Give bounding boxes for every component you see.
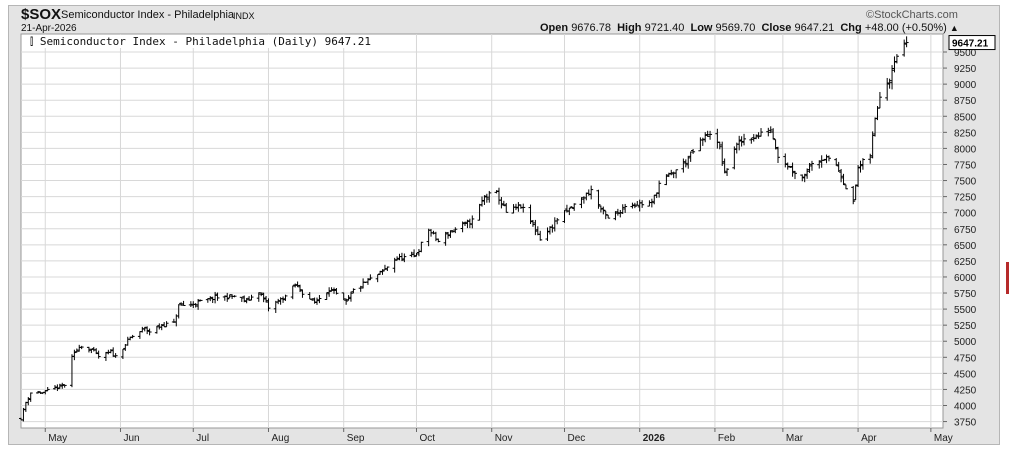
chart-exchange: INDX — [233, 11, 255, 21]
y-tick-label: 7000 — [954, 209, 977, 220]
close-value: 9647.21 — [794, 22, 835, 34]
y-tick-label: 5750 — [954, 289, 977, 300]
y-tick-label: 3750 — [954, 418, 977, 429]
high-value: 9721.40 — [644, 22, 685, 34]
chg-up-arrow-icon: ▲ — [949, 23, 959, 33]
x-tick-label: Dec — [567, 433, 585, 444]
x-tick-label: Sep — [347, 433, 365, 444]
y-tick-label: 5500 — [954, 305, 977, 316]
y-tick-label: 7750 — [954, 160, 977, 171]
close-label: Close — [761, 22, 792, 34]
last-price-box — [948, 35, 996, 51]
y-tick-label: 9500 — [954, 48, 977, 59]
low-label: Low — [690, 22, 713, 34]
high-label: High — [617, 22, 642, 34]
chg-label: Chg — [840, 22, 862, 34]
open-value: 9676.78 — [571, 22, 611, 34]
chart-name: Semiconductor Index - Philadelphia — [61, 9, 235, 21]
ohlc-readout: Open 9676.78 High 9721.40 Low 9569.70 Cl… — [540, 22, 959, 34]
y-tick-label: 6500 — [954, 241, 977, 252]
plot-area — [20, 33, 944, 429]
x-tick-label: Jul — [196, 433, 209, 444]
x-tick-label: 2026 — [643, 433, 666, 444]
chg-value: +48.00 (+0.50%) — [864, 22, 947, 34]
y-tick-label: 5250 — [954, 321, 977, 332]
x-tick-label: Aug — [271, 433, 289, 444]
y-tick-label: 7250 — [954, 193, 977, 204]
x-tick-label: Apr — [861, 433, 877, 444]
brand-logo[interactable]: ©StockCharts.com — [866, 9, 958, 21]
y-tick-label: 8250 — [954, 128, 977, 139]
chart-symbol: $SOX — [21, 6, 62, 23]
y-tick-label: 6250 — [954, 257, 977, 268]
y-tick-label: 4000 — [954, 402, 977, 413]
plot-legend: ⫿ Semiconductor Index - Philadelphia (Da… — [28, 35, 373, 48]
plot-legend-text: Semiconductor Index - Philadelphia (Dail… — [39, 35, 371, 48]
y-tick-label: 8500 — [954, 112, 977, 123]
y-tick-label: 7500 — [954, 177, 977, 188]
x-tick-label: Nov — [495, 433, 513, 444]
y-tick-label: 8750 — [954, 96, 977, 107]
x-tick-label: May — [48, 433, 67, 444]
x-tick-label: Jun — [123, 433, 139, 444]
y-tick-label: 6000 — [954, 273, 977, 284]
y-tick-label: 9000 — [954, 80, 977, 91]
chart-date: 21-Apr-2026 — [21, 23, 77, 34]
x-tick-label: Mar — [786, 433, 804, 444]
open-label: Open — [540, 22, 569, 34]
y-tick-label: 8000 — [954, 144, 977, 155]
last-price-label: 9647.21 — [952, 39, 989, 50]
y-tick-label: 9250 — [954, 64, 977, 75]
edge-marker — [1006, 262, 1009, 294]
y-tick-label: 5000 — [954, 337, 977, 348]
low-value: 9569.70 — [715, 22, 756, 34]
y-tick-label: 4750 — [954, 353, 977, 364]
y-tick-label: 4500 — [954, 369, 977, 380]
x-tick-label: Oct — [419, 433, 435, 444]
ohlc-bar-icon: ⫿ — [30, 37, 34, 48]
y-tick-label: 4250 — [954, 385, 977, 396]
x-tick-label: May — [934, 433, 953, 444]
x-tick-label: Feb — [718, 433, 736, 444]
y-tick-label: 6750 — [954, 225, 977, 236]
